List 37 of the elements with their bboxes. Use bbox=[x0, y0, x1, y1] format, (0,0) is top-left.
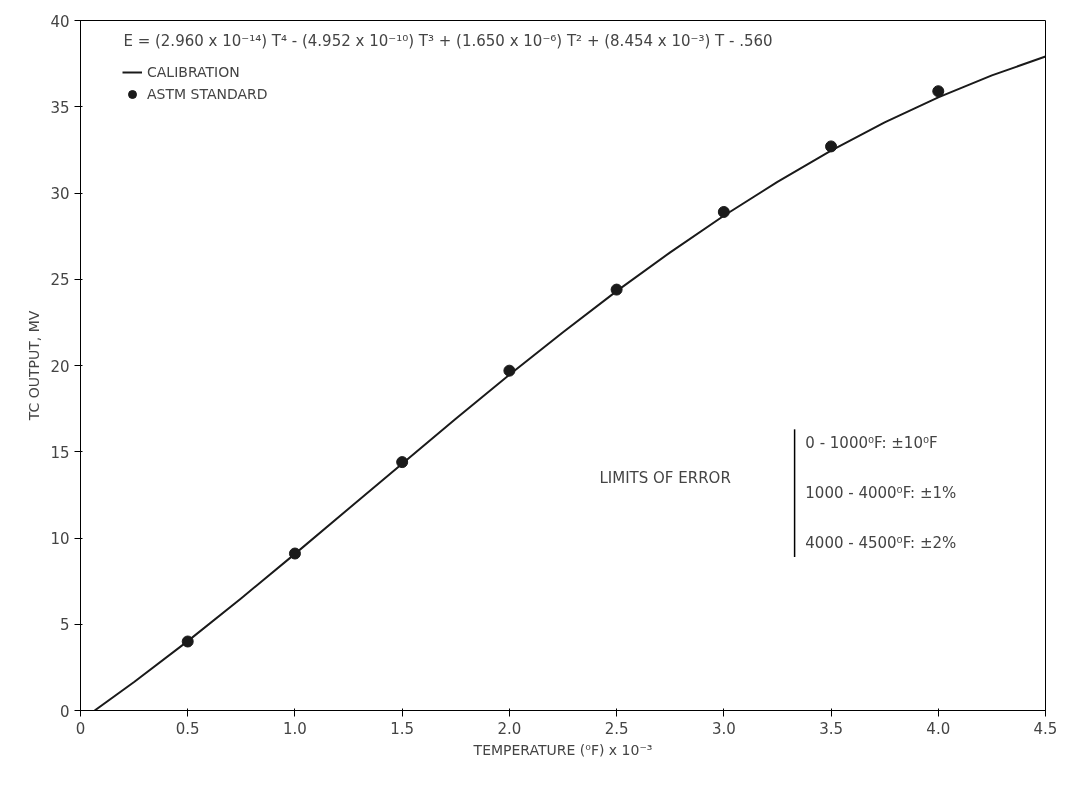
point bbox=[610, 283, 623, 296]
x-tick-label: 2.0 bbox=[497, 719, 522, 738]
y-tick-label: 5 bbox=[59, 616, 70, 635]
y-axis-title: TC OUTPUT, MV bbox=[26, 310, 43, 422]
annotation: 4000 - 4500⁰F: ±2% bbox=[805, 534, 957, 553]
y-tick-label: 0 bbox=[59, 702, 70, 721]
x-axis-title: TEMPERATURE (⁰F) x 10⁻³ bbox=[472, 741, 653, 758]
point bbox=[181, 635, 194, 648]
y-tick-label: 30 bbox=[50, 185, 70, 203]
annotation: 1000 - 4000⁰F: ±1% bbox=[805, 484, 957, 503]
x-tick-label: 4.5 bbox=[1033, 719, 1058, 738]
line-series bbox=[93, 55, 1046, 711]
legend-label: ASTM STANDARD bbox=[147, 86, 268, 102]
y-tick-label: 20 bbox=[50, 357, 70, 376]
point bbox=[396, 456, 409, 469]
y-tick-label: 35 bbox=[50, 98, 70, 117]
annotation: E = (2.960 x 10⁻¹⁴) T⁴ - (4.952 x 10⁻¹⁰) T³ + (1.650 x 10⁻⁶) T² + (8.454 x 10⁻³) T - .560 bbox=[123, 32, 773, 51]
x-tick-label: 0 bbox=[75, 719, 86, 738]
y-tick-label: 10 bbox=[50, 530, 70, 548]
annotation: LIMITS OF ERROR bbox=[599, 468, 731, 487]
x-tick-label: 3.5 bbox=[819, 719, 843, 738]
y-tick-label: 15 bbox=[50, 443, 70, 462]
x-tick-label: 0.5 bbox=[175, 719, 200, 738]
annotation: 0 - 1000⁰F: ±10⁰F bbox=[805, 434, 938, 453]
legend-label: CALIBRATION bbox=[147, 64, 240, 80]
x-tick-label: 4.0 bbox=[926, 719, 951, 738]
y-tick-label: 40 bbox=[50, 12, 70, 31]
point bbox=[825, 140, 838, 153]
x-tick-label: 1.0 bbox=[283, 719, 307, 738]
point bbox=[932, 85, 945, 98]
point bbox=[503, 364, 516, 377]
point bbox=[288, 547, 301, 560]
x-tick-label: 3.0 bbox=[711, 719, 736, 738]
x-tick-label: 1.5 bbox=[390, 719, 415, 738]
x-tick-label: 2.5 bbox=[604, 719, 629, 738]
y-tick-label: 25 bbox=[50, 271, 70, 290]
point bbox=[717, 205, 730, 218]
